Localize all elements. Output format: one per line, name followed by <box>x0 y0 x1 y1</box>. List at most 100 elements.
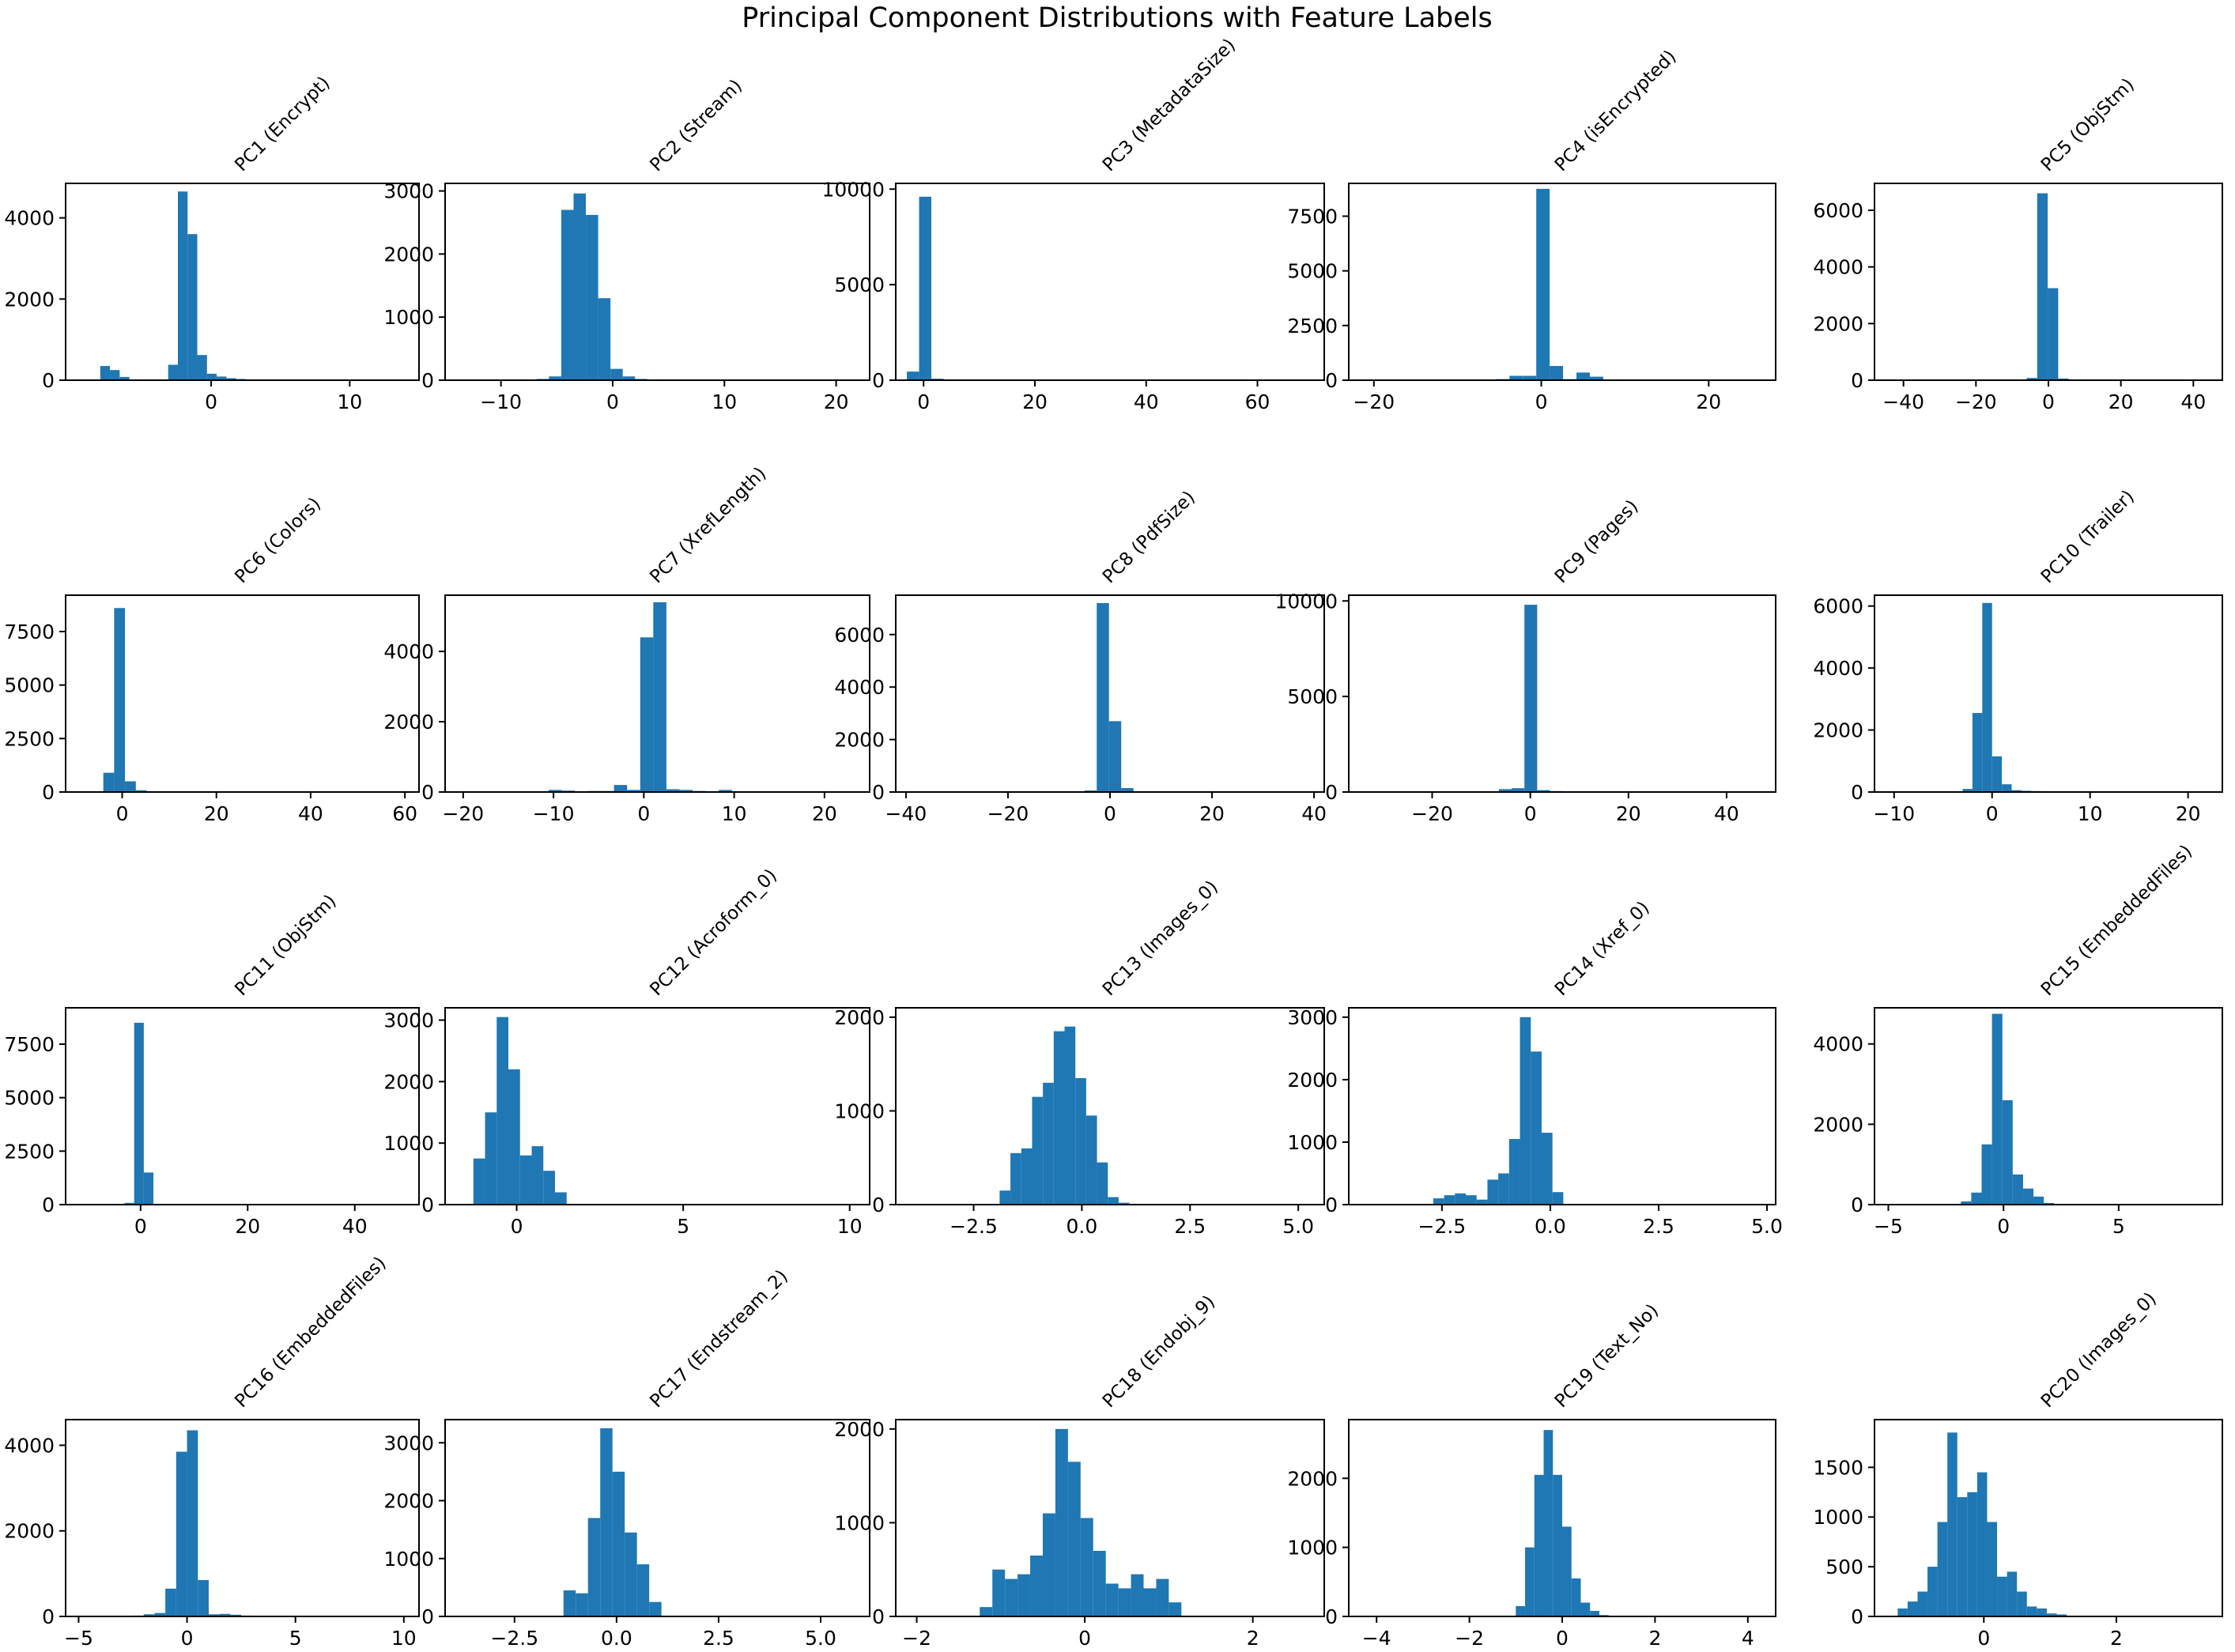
histogram-bar <box>100 366 111 380</box>
histogram-bar <box>119 376 130 380</box>
histogram-bar <box>1080 1518 1093 1616</box>
histogram-bar <box>625 1532 637 1616</box>
x-tick-label: −5 <box>1874 1215 1903 1238</box>
y-tick-label: 2000 <box>1287 1467 1338 1490</box>
y-tick-label: 1000 <box>834 1511 885 1534</box>
histogram-bar <box>627 790 640 792</box>
histogram-bar <box>208 1614 220 1616</box>
histogram-bar <box>1991 1013 2003 1205</box>
histogram-bar <box>176 1451 187 1616</box>
subplot-17: −2.5 0.0 2.5 5.0 0 1000 2000 3000 PC17 (Endstrea… <box>383 1266 870 1650</box>
axes-frame <box>65 594 420 793</box>
x-tick-label: −40 <box>885 802 927 825</box>
y-tick-label: 1000 <box>1287 1131 1338 1154</box>
x-tick-label: −2.5 <box>490 1627 538 1650</box>
y-tick-label: 7500 <box>4 620 55 643</box>
y-tick-label: 4000 <box>383 640 434 663</box>
y-tick-label: 2000 <box>4 1520 55 1543</box>
x-tick-label: −5 <box>64 1627 93 1650</box>
histogram-bar <box>600 1428 613 1616</box>
histogram-bar <box>1444 1195 1455 1205</box>
y-tick-label: 6000 <box>1813 595 1863 618</box>
x-tick-label: 2.5 <box>1174 1215 1206 1238</box>
histogram-bar <box>622 376 636 380</box>
histogram-bar <box>2026 378 2037 380</box>
y-tick-label: 4000 <box>4 207 55 230</box>
histogram-bar <box>473 1158 485 1205</box>
subplot-title: PC18 (Endobj_9) <box>1099 1292 1219 1412</box>
x-tick-label: −2 <box>902 1627 931 1650</box>
histogram-bar <box>679 790 693 792</box>
x-tick-label: 0 <box>1556 1627 1569 1650</box>
axes-frame <box>895 1007 1325 1205</box>
histogram-bar <box>1917 1591 1928 1616</box>
y-tick-label: 1500 <box>1813 1456 1863 1479</box>
histogram-bar <box>198 1579 209 1616</box>
histogram-bar <box>1981 1144 1992 1205</box>
histogram-bar <box>610 368 623 380</box>
subplot-3: 0 20 40 60 0 5000 10000 PC3 (MetadataSize) <box>821 35 1325 413</box>
histogram-bar <box>2058 378 2069 380</box>
histogram-bar <box>177 191 188 380</box>
histogram-bar <box>1537 790 1550 792</box>
y-tick-label: 4000 <box>4 1434 55 1457</box>
axes-frame <box>444 1419 870 1617</box>
histogram-bar <box>598 298 611 380</box>
subplot-title: PC2 (Stream) <box>646 76 746 176</box>
histogram-bar <box>1971 1192 1982 1205</box>
histogram-bar <box>1508 1139 1520 1205</box>
histogram-bar <box>612 1471 625 1616</box>
histogram-bar <box>1168 1602 1182 1616</box>
histogram-bar <box>1534 1474 1544 1616</box>
subplot-title: PC10 (Trailer) <box>2037 486 2139 587</box>
x-tick-label: 0 <box>1524 802 1537 825</box>
y-tick-label: 2500 <box>4 1140 55 1163</box>
y-tick-label: 0 <box>421 1194 434 1216</box>
histogram-bar <box>1433 1198 1444 1205</box>
histogram-bar <box>1156 1578 1169 1616</box>
x-tick-label: −2 <box>1455 1627 1484 1650</box>
y-tick-label: 1000 <box>1287 1537 1338 1560</box>
histogram-bar <box>1976 1472 1988 1616</box>
y-tick-label: 6000 <box>1813 199 1863 222</box>
x-tick-label: 20 <box>1199 802 1225 825</box>
histogram-bar <box>1498 1173 1509 1205</box>
x-tick-label: 0 <box>1078 1627 1091 1650</box>
histogram-bar <box>226 378 236 380</box>
histogram-bar <box>1552 1192 1564 1205</box>
histogram-bar <box>2017 1591 2027 1616</box>
x-tick-label: −10 <box>480 390 522 413</box>
histogram-bar <box>563 1590 576 1616</box>
y-tick-label: 0 <box>1325 781 1338 804</box>
histogram-bar <box>496 1016 509 1205</box>
histogram-bar <box>1487 1179 1499 1205</box>
histogram-bar <box>1512 788 1525 792</box>
x-tick-label: 40 <box>2180 390 2206 413</box>
histogram-bar <box>187 1430 198 1616</box>
x-tick-label: 5 <box>677 1215 689 1238</box>
y-tick-label: 0 <box>872 781 885 804</box>
x-tick-label: 0 <box>606 390 619 413</box>
y-tick-label: 1000 <box>383 1548 434 1571</box>
histogram-bar <box>1997 1576 2007 1616</box>
y-tick-label: 1000 <box>1813 1506 1863 1529</box>
x-tick-label: 0 <box>637 802 650 825</box>
x-tick-label: 2 <box>1247 1627 1259 1650</box>
subplot-title: PC9 (Pages) <box>1551 496 1643 588</box>
x-tick-label: 40 <box>1134 390 1159 413</box>
histogram-bar <box>1562 1526 1572 1616</box>
y-tick-label: 2000 <box>383 1070 434 1093</box>
y-tick-label: 0 <box>872 369 885 392</box>
histogram-bar <box>125 781 136 792</box>
histogram-bar <box>999 1190 1011 1205</box>
histogram-bar <box>135 790 147 792</box>
histogram-bar <box>1108 1197 1119 1205</box>
y-tick-label: 5000 <box>834 273 885 296</box>
subplot-14: −2.5 0.0 2.5 5.0 0 1000 2000 3000 PC14 (Xref_0) <box>1287 897 1783 1238</box>
histogram-bar <box>1498 789 1512 792</box>
x-tick-label: 20 <box>824 390 849 413</box>
subplot-title: PC3 (MetadataSize) <box>1099 35 1240 175</box>
histogram-bar <box>666 789 680 792</box>
y-tick-label: 4000 <box>1813 657 1863 680</box>
